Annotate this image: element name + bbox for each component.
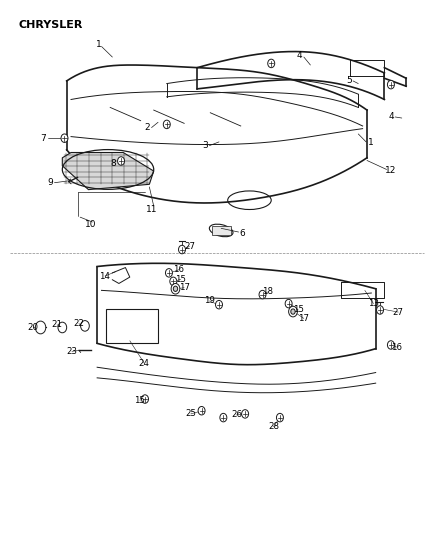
Circle shape <box>163 120 170 128</box>
Text: 5: 5 <box>346 76 352 85</box>
Circle shape <box>198 407 205 415</box>
Circle shape <box>58 322 67 333</box>
Circle shape <box>285 300 292 308</box>
Circle shape <box>377 306 384 314</box>
Text: 22: 22 <box>73 319 85 328</box>
Text: 15: 15 <box>175 274 186 284</box>
Circle shape <box>81 320 89 331</box>
Text: 14: 14 <box>99 271 110 280</box>
Text: 1: 1 <box>367 139 373 148</box>
Circle shape <box>179 245 185 254</box>
Text: 3: 3 <box>202 141 208 150</box>
Circle shape <box>61 134 68 142</box>
Circle shape <box>388 341 394 349</box>
Circle shape <box>289 306 297 317</box>
Text: 28: 28 <box>268 422 279 431</box>
Text: 25: 25 <box>185 409 196 418</box>
Text: 26: 26 <box>231 410 242 419</box>
Text: 6: 6 <box>239 229 245 238</box>
Text: 4: 4 <box>388 112 394 122</box>
Text: CHRYSLER: CHRYSLER <box>19 20 83 30</box>
Circle shape <box>173 286 178 292</box>
Circle shape <box>291 309 295 314</box>
Text: 18: 18 <box>262 287 273 296</box>
Circle shape <box>276 414 283 422</box>
Text: 23: 23 <box>67 347 78 356</box>
Circle shape <box>259 290 266 299</box>
Text: 1: 1 <box>96 41 102 50</box>
Text: 19: 19 <box>204 296 215 305</box>
Text: 7: 7 <box>40 134 46 143</box>
Text: 24: 24 <box>139 359 150 367</box>
Text: 4: 4 <box>297 51 302 60</box>
Text: 21: 21 <box>52 320 63 329</box>
Text: 17: 17 <box>179 283 190 292</box>
Text: 20: 20 <box>27 323 38 332</box>
Circle shape <box>171 284 180 294</box>
Circle shape <box>215 301 223 309</box>
Text: 9: 9 <box>47 178 53 187</box>
Text: 16: 16 <box>173 265 184 274</box>
Circle shape <box>268 59 275 68</box>
Text: 27: 27 <box>393 308 404 317</box>
Text: 15: 15 <box>293 305 304 314</box>
Text: 13: 13 <box>368 299 379 308</box>
Text: 15: 15 <box>134 395 145 405</box>
Circle shape <box>242 410 249 418</box>
Polygon shape <box>212 225 231 235</box>
Circle shape <box>220 414 227 422</box>
Circle shape <box>388 80 394 89</box>
Circle shape <box>117 157 124 165</box>
Text: 16: 16 <box>391 343 402 352</box>
Text: 17: 17 <box>298 314 309 323</box>
Circle shape <box>170 277 177 286</box>
Text: 12: 12 <box>385 166 396 175</box>
Text: 10: 10 <box>85 220 96 229</box>
Text: 27: 27 <box>184 242 195 251</box>
Circle shape <box>141 395 148 403</box>
Polygon shape <box>62 152 154 190</box>
Text: 2: 2 <box>145 123 150 132</box>
Text: 11: 11 <box>146 205 157 214</box>
Text: 8: 8 <box>111 159 117 167</box>
Circle shape <box>35 321 46 334</box>
Circle shape <box>166 269 173 277</box>
